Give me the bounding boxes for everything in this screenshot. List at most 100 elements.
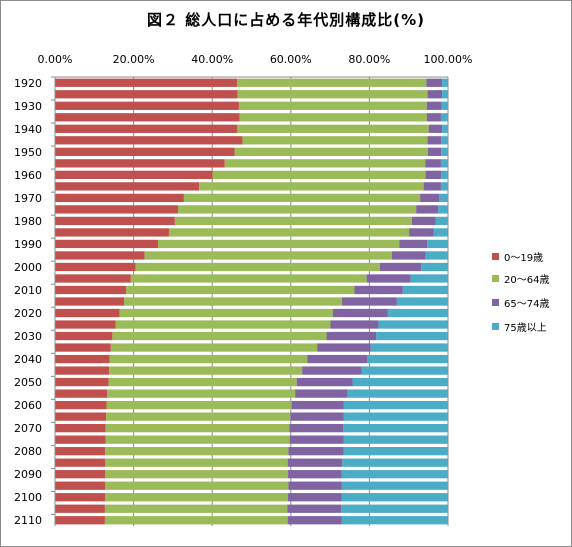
bar-segment — [55, 101, 239, 110]
bar-segment — [425, 251, 448, 260]
x-tick-label: 100.00% — [424, 53, 473, 66]
bar-segment — [237, 90, 428, 99]
bar-segment — [174, 216, 412, 226]
y-tick-label: 2040 — [14, 353, 42, 366]
y-tick-label: 1960 — [14, 169, 42, 182]
bar-segment — [411, 216, 436, 226]
bar-segment — [110, 343, 318, 352]
chart-title: 図２ 総人口に占める年代別構成比(%) — [147, 11, 425, 29]
bar-segment — [326, 331, 377, 341]
bar-segment — [55, 297, 125, 306]
bar-segment — [55, 516, 105, 525]
bar-segment — [428, 124, 443, 133]
bar-segment — [55, 493, 106, 502]
bar-segment — [439, 193, 448, 203]
bar-segment — [55, 136, 243, 145]
bar-segment — [107, 389, 296, 398]
x-tick-label: 80.00% — [348, 53, 390, 66]
bar-segment — [55, 377, 109, 387]
bar-segment — [106, 412, 291, 421]
bar-segment — [55, 147, 235, 156]
bar-segment — [237, 124, 429, 133]
y-tick-label: 1940 — [14, 123, 42, 136]
bar-segment — [55, 308, 120, 318]
bar-segment — [287, 504, 342, 513]
bar-segment — [380, 262, 422, 272]
bar-segment — [288, 470, 342, 479]
bar-segment — [135, 262, 381, 272]
bar-segment — [55, 182, 200, 191]
bar-segment — [224, 159, 426, 168]
bar-segment — [287, 458, 343, 467]
bar-segment — [288, 481, 342, 490]
y-tick-label: 2010 — [14, 284, 42, 297]
legend-label: 0～19歳 — [504, 253, 544, 264]
bar-segment — [378, 320, 448, 329]
bar-segment — [55, 78, 237, 87]
bar-segment — [289, 435, 344, 444]
bar-segment — [55, 285, 127, 295]
bar-segment — [295, 389, 348, 398]
bar-segment — [55, 124, 238, 133]
y-tick-label: 2110 — [14, 514, 42, 527]
bar-segment — [55, 458, 106, 467]
bar-segment — [105, 458, 288, 467]
bar-segment — [421, 262, 448, 272]
bar-segment — [55, 170, 213, 180]
bar-segment — [55, 423, 106, 433]
bar-segment — [55, 470, 106, 479]
bar-segment — [433, 228, 448, 237]
bar-segment — [105, 493, 289, 502]
bar-segment — [441, 170, 448, 180]
legend-label: 75歳以上 — [504, 323, 547, 334]
bar-segment — [354, 285, 403, 295]
bar-segment — [402, 285, 448, 295]
bar-segment — [423, 182, 441, 191]
legend-swatch — [492, 253, 499, 260]
bar-segment — [55, 447, 106, 456]
bar-segment — [55, 251, 145, 260]
x-tick-label: 0.00% — [38, 53, 73, 66]
bar-segment — [296, 377, 353, 387]
y-tick-label: 1980 — [14, 215, 42, 228]
bar-segment — [55, 216, 175, 226]
bar-segment — [55, 90, 238, 99]
bar-segment — [367, 354, 448, 364]
bar-segment — [119, 308, 333, 318]
bar-segment — [168, 228, 410, 237]
bar-segment — [55, 205, 179, 214]
y-tick-label: 1990 — [14, 238, 42, 251]
bar-segment — [410, 274, 448, 283]
bar-segment — [55, 343, 111, 352]
bar-segment — [105, 423, 290, 433]
bar-segment — [427, 147, 442, 156]
bar-segment — [55, 274, 131, 283]
bar-segment — [105, 481, 289, 490]
bar-segment — [332, 308, 388, 318]
bar-segment — [427, 239, 448, 249]
bar-segment — [442, 124, 448, 133]
bar-segment — [341, 493, 448, 502]
bar-segment — [238, 101, 427, 110]
bar-segment — [55, 481, 106, 490]
bar-segment — [126, 285, 355, 295]
y-tick-label: 2100 — [14, 491, 42, 504]
bar-segment — [104, 504, 288, 513]
y-tick-label: 2070 — [14, 422, 42, 435]
bar-segment — [144, 251, 392, 260]
bar-segment — [399, 239, 428, 249]
bar-segment — [317, 343, 371, 352]
bar-segment — [426, 101, 442, 110]
bar-segment — [55, 435, 106, 444]
bar-segment — [115, 320, 331, 329]
bar-segment — [55, 354, 110, 364]
legend-label: 20～64歳 — [504, 275, 550, 286]
y-tick-label: 2060 — [14, 399, 42, 412]
bar-segment — [109, 354, 308, 364]
bar-segment — [55, 331, 113, 341]
bar-segment — [242, 136, 428, 145]
bar-segment — [55, 262, 136, 272]
legend-item: 0～19歳 — [492, 249, 544, 264]
y-tick-label: 2030 — [14, 330, 42, 343]
y-tick-label: 2050 — [14, 376, 42, 389]
